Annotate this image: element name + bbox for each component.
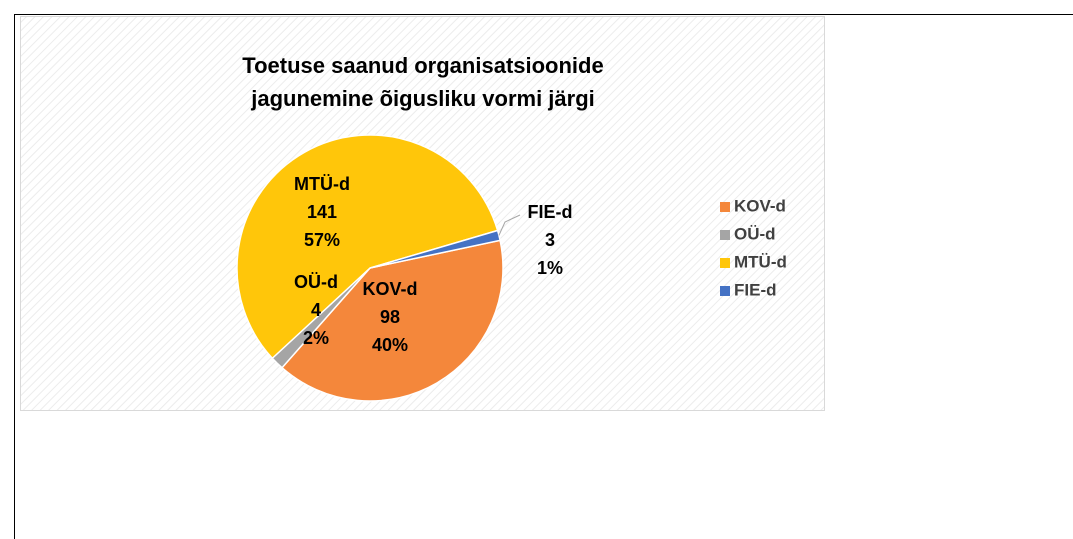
data-label-value: 4 bbox=[311, 300, 321, 320]
legend-swatch bbox=[720, 258, 730, 268]
data-label-name: MTÜ-d bbox=[294, 174, 350, 194]
data-label-percent: 40% bbox=[372, 335, 408, 355]
data-label-value: 141 bbox=[307, 202, 337, 222]
data-label-name: FIE-d bbox=[528, 202, 573, 222]
legend-label: OÜ-d bbox=[734, 224, 776, 243]
data-label-percent: 1% bbox=[537, 258, 563, 278]
data-label-percent: 2% bbox=[303, 328, 329, 348]
pie bbox=[236, 134, 504, 402]
legend: KOV-d OÜ-d MTÜ-d FIE-d bbox=[720, 196, 787, 299]
slice bbox=[280, 239, 504, 402]
chart-title: Toetuse saanud organisatsioonide bbox=[242, 53, 603, 78]
legend-label: FIE-d bbox=[734, 280, 777, 299]
legend-swatch bbox=[720, 202, 730, 212]
legend-swatch bbox=[720, 230, 730, 240]
legend-label: KOV-d bbox=[734, 196, 786, 215]
legend-label: MTÜ-d bbox=[734, 252, 787, 271]
data-label-name: KOV-d bbox=[362, 279, 417, 299]
leader-line bbox=[498, 214, 521, 236]
data-label-name: OÜ-d bbox=[294, 272, 338, 292]
data-label-value: 3 bbox=[545, 230, 555, 250]
slice bbox=[236, 134, 499, 360]
data-labels: KOV-d 98 40% OÜ-d 4 2% MTÜ-d 141 57% FIE-d 3 1% bbox=[294, 174, 573, 355]
data-label-value: 98 bbox=[380, 307, 400, 327]
data-label-percent: 57% bbox=[304, 230, 340, 250]
chart-title: jagunemine õigusliku vormi järgi bbox=[250, 86, 595, 111]
legend-swatch bbox=[720, 286, 730, 296]
